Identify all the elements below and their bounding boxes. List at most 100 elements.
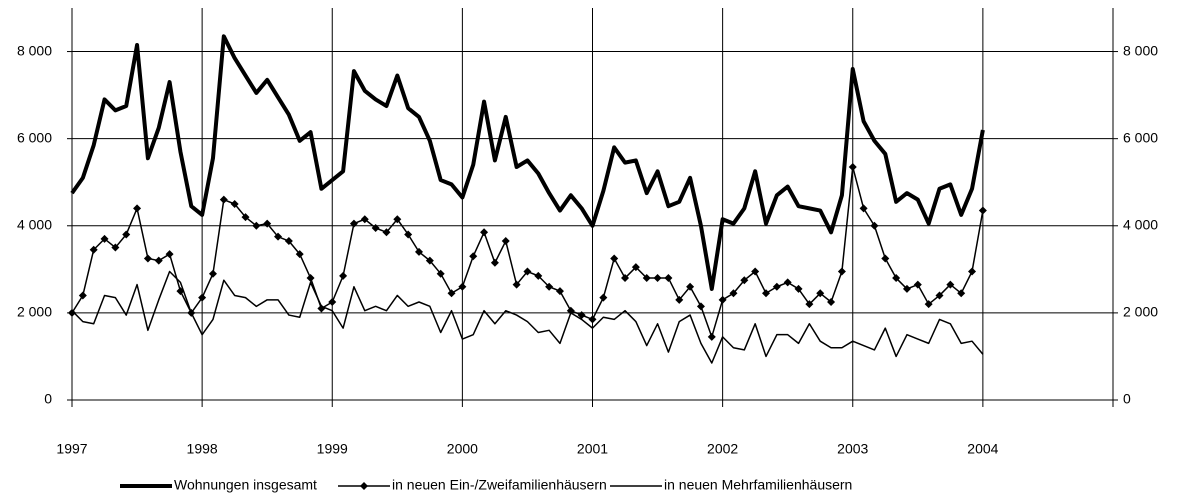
point-marker xyxy=(827,298,836,306)
point-marker xyxy=(978,206,987,215)
point-marker xyxy=(566,306,575,315)
x-tick-label: 2000 xyxy=(447,441,478,457)
point-marker xyxy=(68,308,76,317)
point-marker xyxy=(501,237,510,246)
y2-tick-label: 8 000 xyxy=(1123,42,1158,58)
point-marker xyxy=(599,293,608,302)
point-marker xyxy=(100,234,109,243)
point-marker xyxy=(675,295,684,304)
legend-label: Wohnungen insgesamt xyxy=(174,477,317,493)
point-marker xyxy=(133,204,142,213)
point-marker xyxy=(545,282,554,291)
y2-tick-label: 0 xyxy=(1123,391,1131,407)
point-marker xyxy=(642,274,651,283)
point-marker xyxy=(425,256,434,265)
point-marker xyxy=(360,215,369,224)
point-marker xyxy=(870,221,879,230)
point-marker xyxy=(534,271,543,280)
x-tick-label: 2001 xyxy=(577,441,608,457)
point-marker xyxy=(968,267,977,276)
point-marker xyxy=(837,267,846,276)
point-marker xyxy=(957,289,966,298)
point-marker xyxy=(577,311,586,320)
point-marker xyxy=(219,195,228,204)
point-marker xyxy=(718,295,727,304)
point-marker xyxy=(816,289,825,298)
point-marker xyxy=(241,213,250,222)
point-marker xyxy=(859,204,868,213)
point-marker xyxy=(252,221,261,230)
point-marker xyxy=(371,223,380,232)
point-marker xyxy=(523,267,532,276)
point-marker xyxy=(924,300,933,309)
point-marker xyxy=(230,200,239,208)
point-marker xyxy=(772,282,781,291)
y-tick-label: 2 000 xyxy=(17,304,52,320)
y-tick-label: 6 000 xyxy=(17,129,52,145)
point-marker xyxy=(263,219,272,228)
point-marker xyxy=(696,302,705,311)
point-marker xyxy=(707,332,716,341)
point-marker xyxy=(306,274,315,283)
x-tick-label: 2002 xyxy=(707,441,738,457)
y-tick-label: 8 000 xyxy=(17,42,52,58)
point-marker xyxy=(621,274,630,283)
point-marker xyxy=(762,289,770,298)
point-marker xyxy=(783,278,792,287)
point-marker xyxy=(404,230,413,239)
point-marker xyxy=(848,162,857,171)
point-marker xyxy=(946,280,955,289)
y-tick-label: 0 xyxy=(44,391,52,407)
point-marker xyxy=(881,254,890,263)
point-marker xyxy=(794,284,803,293)
point-marker xyxy=(631,263,640,272)
point-marker xyxy=(935,291,944,300)
point-marker xyxy=(740,276,749,285)
x-tick-label: 2003 xyxy=(837,441,868,457)
point-marker xyxy=(436,269,445,278)
point-marker xyxy=(328,298,337,306)
point-marker xyxy=(610,254,619,263)
series-line xyxy=(70,34,985,291)
x-tick-label: 1997 xyxy=(56,441,87,457)
point-marker xyxy=(751,267,760,276)
point-marker xyxy=(198,293,207,302)
point-marker xyxy=(490,258,499,267)
point-marker xyxy=(902,284,911,293)
point-marker xyxy=(349,219,358,228)
legend-label: in neuen Mehrfamilienhäusern xyxy=(664,477,852,493)
point-marker xyxy=(555,287,564,296)
point-marker xyxy=(284,237,293,246)
point-marker xyxy=(393,215,402,224)
point-marker xyxy=(805,300,814,309)
legend-label: in neuen Ein-/Zweifamilienhäusern xyxy=(392,477,607,493)
point-marker xyxy=(165,250,174,259)
y2-tick-label: 6 000 xyxy=(1123,129,1158,145)
point-marker xyxy=(653,274,662,283)
point-marker xyxy=(208,269,217,278)
point-marker xyxy=(664,274,673,283)
point-marker xyxy=(729,289,738,298)
point-marker xyxy=(111,243,120,252)
point-marker xyxy=(154,256,163,265)
point-marker xyxy=(339,271,348,280)
legend-marker xyxy=(360,482,368,490)
point-marker xyxy=(447,289,456,298)
x-tick-label: 1999 xyxy=(317,441,348,457)
point-marker xyxy=(89,245,98,254)
point-marker xyxy=(469,252,478,261)
point-marker xyxy=(512,280,521,289)
point-marker xyxy=(382,228,391,237)
y-tick-label: 4 000 xyxy=(17,216,52,232)
x-tick-label: 2004 xyxy=(967,441,998,457)
point-marker xyxy=(480,228,489,237)
point-marker xyxy=(892,274,901,283)
y2-tick-label: 4 000 xyxy=(1123,216,1158,232)
point-marker xyxy=(143,254,152,263)
point-marker xyxy=(274,232,283,241)
point-marker xyxy=(415,247,423,256)
point-marker xyxy=(686,282,695,291)
series-line xyxy=(71,166,984,338)
point-marker xyxy=(588,315,597,324)
